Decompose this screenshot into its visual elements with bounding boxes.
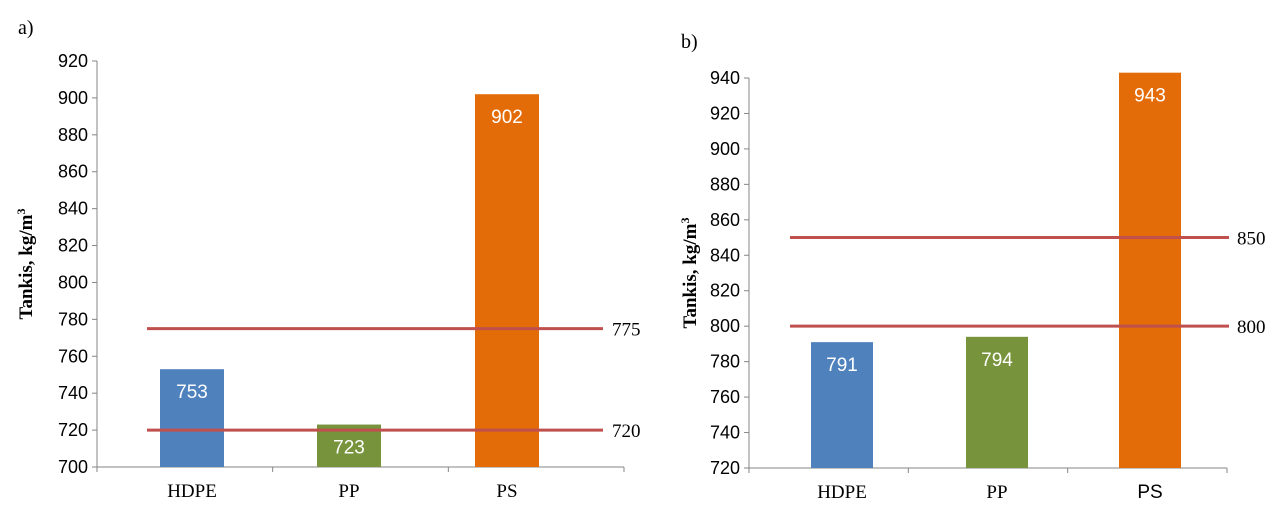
y-tick-label: 780 <box>710 352 740 372</box>
bar-value-label: 943 <box>1134 86 1166 107</box>
category-label: HDPE <box>167 481 217 502</box>
y-tick-label: 720 <box>710 458 740 478</box>
chart-panel-a: a) 700 720 740 760 780 800 820 840 860 880 900 920 Ta… <box>14 17 641 502</box>
bar-value-label: 723 <box>333 438 365 459</box>
y-tick-label: 880 <box>710 174 740 194</box>
y-tick-label: 780 <box>58 309 88 329</box>
reference-line-label: 775 <box>612 320 641 341</box>
y-tick-label: 940 <box>710 68 740 88</box>
y-tick-label: 760 <box>710 387 740 407</box>
bar-value-label: 902 <box>491 107 523 128</box>
y-tick-label: 920 <box>710 103 740 123</box>
bar-hdpe <box>160 369 224 467</box>
y-tick-label: 900 <box>710 139 740 159</box>
y-tick-label: 800 <box>58 272 88 292</box>
y-tick-label: 860 <box>58 162 88 182</box>
y-tick-label: 740 <box>710 423 740 443</box>
bar-pp <box>966 336 1028 468</box>
category-label: PP <box>986 482 1007 503</box>
y-tick-label: 800 <box>710 316 740 336</box>
y-tick-label: 920 <box>58 51 88 71</box>
y-tick-label: 700 <box>58 457 88 477</box>
y-axis-label-superscript: 3 <box>14 209 28 215</box>
reference-line-label: 720 <box>612 421 641 442</box>
y-tick-label: 760 <box>58 346 88 366</box>
bar-pp <box>317 424 381 467</box>
y-tick-label: 880 <box>58 125 88 145</box>
y-axis-label: Tankis, kg/m3 <box>14 209 37 320</box>
bar-value-label: 753 <box>176 382 208 403</box>
y-tick-label: 840 <box>58 199 88 219</box>
category-label: PS <box>496 481 517 502</box>
panel-label: a) <box>18 17 34 39</box>
bar-ps <box>1119 72 1181 468</box>
chart-panel-b: b) 720 740 760 780 800 820 840 860 880 900 920 940 Ta… <box>678 31 1266 503</box>
y-tick-label: 720 <box>58 420 88 440</box>
y-tick-label: 840 <box>710 245 740 265</box>
y-tick-label: 900 <box>58 88 88 108</box>
reference-line-label: 800 <box>1237 317 1266 338</box>
category-label: PP <box>338 481 359 502</box>
y-tick-label: 740 <box>58 383 88 403</box>
y-tick-label: 860 <box>710 210 740 230</box>
bar-ps <box>475 94 539 467</box>
category-label: PS <box>1137 482 1162 503</box>
y-tick-label: 820 <box>710 281 740 301</box>
bar-value-label: 794 <box>981 350 1013 371</box>
bar-hdpe <box>811 342 873 468</box>
y-axis-label-superscript: 3 <box>678 218 692 224</box>
y-axis-label: Tankis, kg/m3 <box>678 218 701 329</box>
bar-value-label: 791 <box>826 355 858 376</box>
panel-label: b) <box>681 31 698 53</box>
reference-line-label: 850 <box>1237 229 1266 250</box>
category-label: HDPE <box>817 482 867 503</box>
y-tick-label: 820 <box>58 236 88 256</box>
